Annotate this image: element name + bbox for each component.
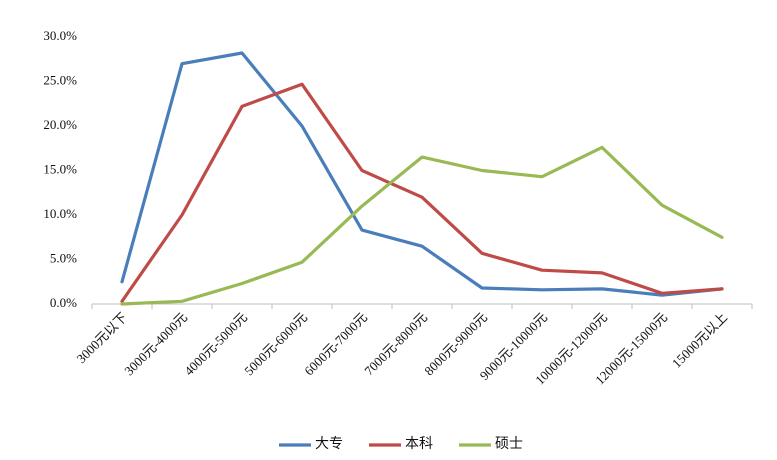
- y-tick-label: 30.0%: [43, 28, 77, 43]
- x-tick-label: 3000元-4000元: [121, 310, 190, 379]
- series-lines: [120, 51, 724, 306]
- x-tick-label: 5000元-6000元: [241, 310, 310, 379]
- y-tick-label: 0.0%: [50, 295, 77, 310]
- y-tick-label: 15.0%: [43, 161, 77, 176]
- series-line-1: [120, 51, 724, 297]
- y-tick-label: 25.0%: [43, 72, 77, 87]
- legend-label: 大专: [315, 436, 343, 452]
- x-axis-ticks: 3000元以下3000元-4000元4000元-5000元5000元-6000元…: [74, 304, 753, 388]
- legend: 大专 本科 硕士: [279, 436, 523, 452]
- x-tick-label: 7000元-8000元: [361, 310, 430, 379]
- series-line-2: [120, 82, 724, 303]
- series-line-3: [120, 145, 724, 306]
- y-tick-label: 10.0%: [43, 206, 77, 221]
- legend-label: 硕士: [495, 436, 523, 452]
- y-tick-label: 5.0%: [50, 250, 77, 265]
- x-tick-label: 15000元以上: [669, 310, 730, 371]
- y-tick-label: 20.0%: [43, 117, 77, 132]
- y-axis-ticks: 0.0% 5.0% 10.0% 15.0% 20.0% 25.0% 30.0%: [43, 28, 77, 310]
- x-tick-label: 4000元-5000元: [181, 310, 250, 379]
- x-tick-label: 3000元以下: [74, 310, 131, 367]
- legend-label: 本科: [405, 436, 433, 452]
- x-tick-label: 6000元-7000元: [301, 310, 370, 379]
